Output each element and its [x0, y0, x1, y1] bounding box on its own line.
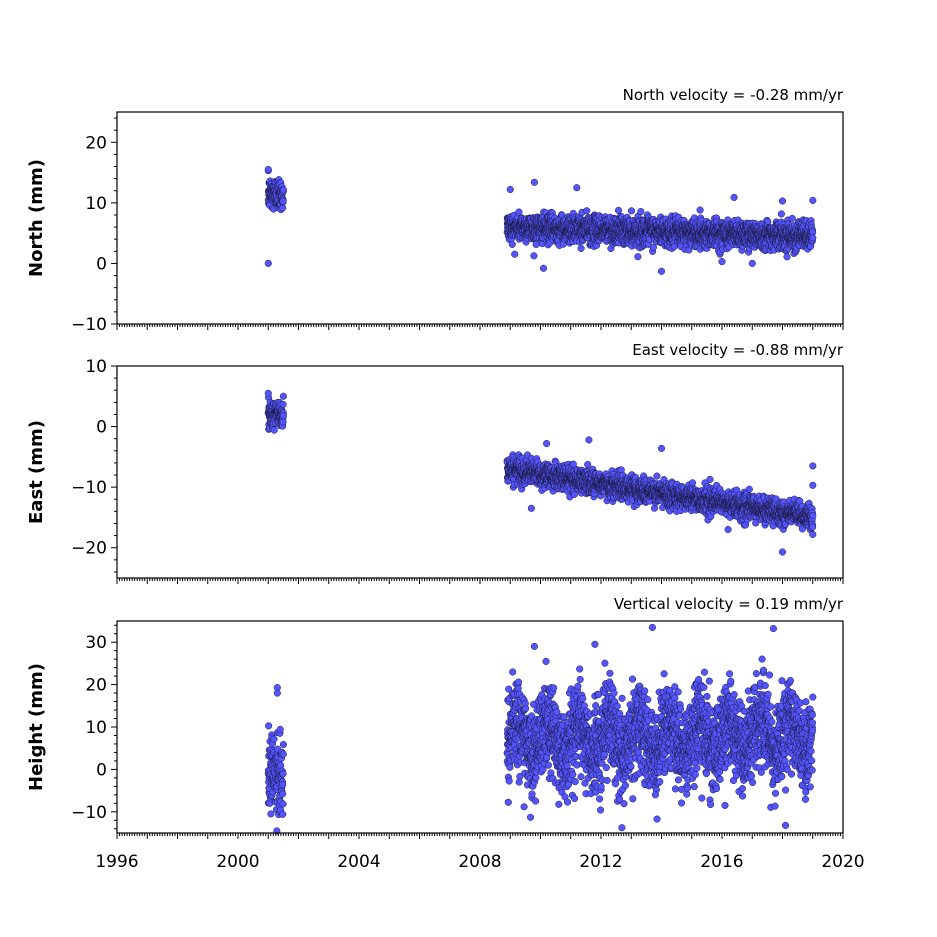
north-outlier-point [264, 165, 272, 174]
north-outlier-point [718, 258, 726, 266]
north-data-point [627, 207, 636, 215]
north-data-point [511, 250, 519, 258]
east-data-point [279, 412, 287, 420]
north-data-point [279, 186, 287, 194]
north-outlier-point [730, 193, 738, 201]
east-panel: East velocity = -0.88 mm/yr East (mm) −2… [26, 341, 844, 584]
north-outlier-point [657, 267, 666, 275]
north-y-axis-label: North (mm) [26, 159, 47, 277]
east-y-axis-label: East (mm) [26, 420, 47, 524]
north-data-point [764, 218, 772, 226]
north-data-point [583, 207, 591, 215]
north-y-tick-label: 20 [85, 133, 107, 153]
north-outlier-point [530, 178, 538, 186]
east-data-point [653, 472, 661, 480]
north-data-point [515, 208, 523, 216]
north-points [264, 165, 817, 275]
north-outlier-point [809, 196, 817, 204]
north-data-point [634, 253, 642, 261]
north-data-point [788, 214, 796, 222]
east-data-point [688, 479, 697, 487]
north-data-point [508, 240, 516, 248]
north-outlier-point [539, 264, 548, 272]
north-data-point [637, 208, 645, 216]
east-velocity-label: East velocity = -0.88 mm/yr [632, 341, 844, 359]
north-y-tick-label: −10 [71, 315, 107, 335]
north-outlier-point [573, 184, 581, 192]
north-data-point [532, 240, 540, 248]
north-outlier-point [264, 259, 272, 267]
north-outlier-point [778, 197, 787, 205]
north-data-point [777, 210, 785, 218]
north-velocity-label: North velocity = -0.28 mm/yr [623, 86, 844, 104]
north-y-tick-label: 10 [85, 194, 107, 214]
north-data-point [530, 252, 538, 260]
east-data-point [279, 418, 287, 426]
north-y-tick-label: 0 [96, 254, 107, 274]
north-outlier-point [748, 259, 756, 267]
north-data-point [614, 206, 623, 214]
north-data-point [783, 253, 791, 261]
north-outlier-point [506, 185, 514, 194]
east-points [264, 389, 817, 556]
north-data-point [577, 244, 585, 252]
north-panel: North velocity = -0.28 mm/yr North (mm) … [26, 86, 844, 335]
east-data-point [279, 400, 287, 408]
east-data-point [584, 460, 592, 469]
north-data-point [696, 206, 704, 214]
east-data-point [706, 475, 714, 483]
north-data-point [809, 234, 817, 242]
east-data-point [270, 426, 278, 434]
north-data-point [279, 197, 287, 205]
